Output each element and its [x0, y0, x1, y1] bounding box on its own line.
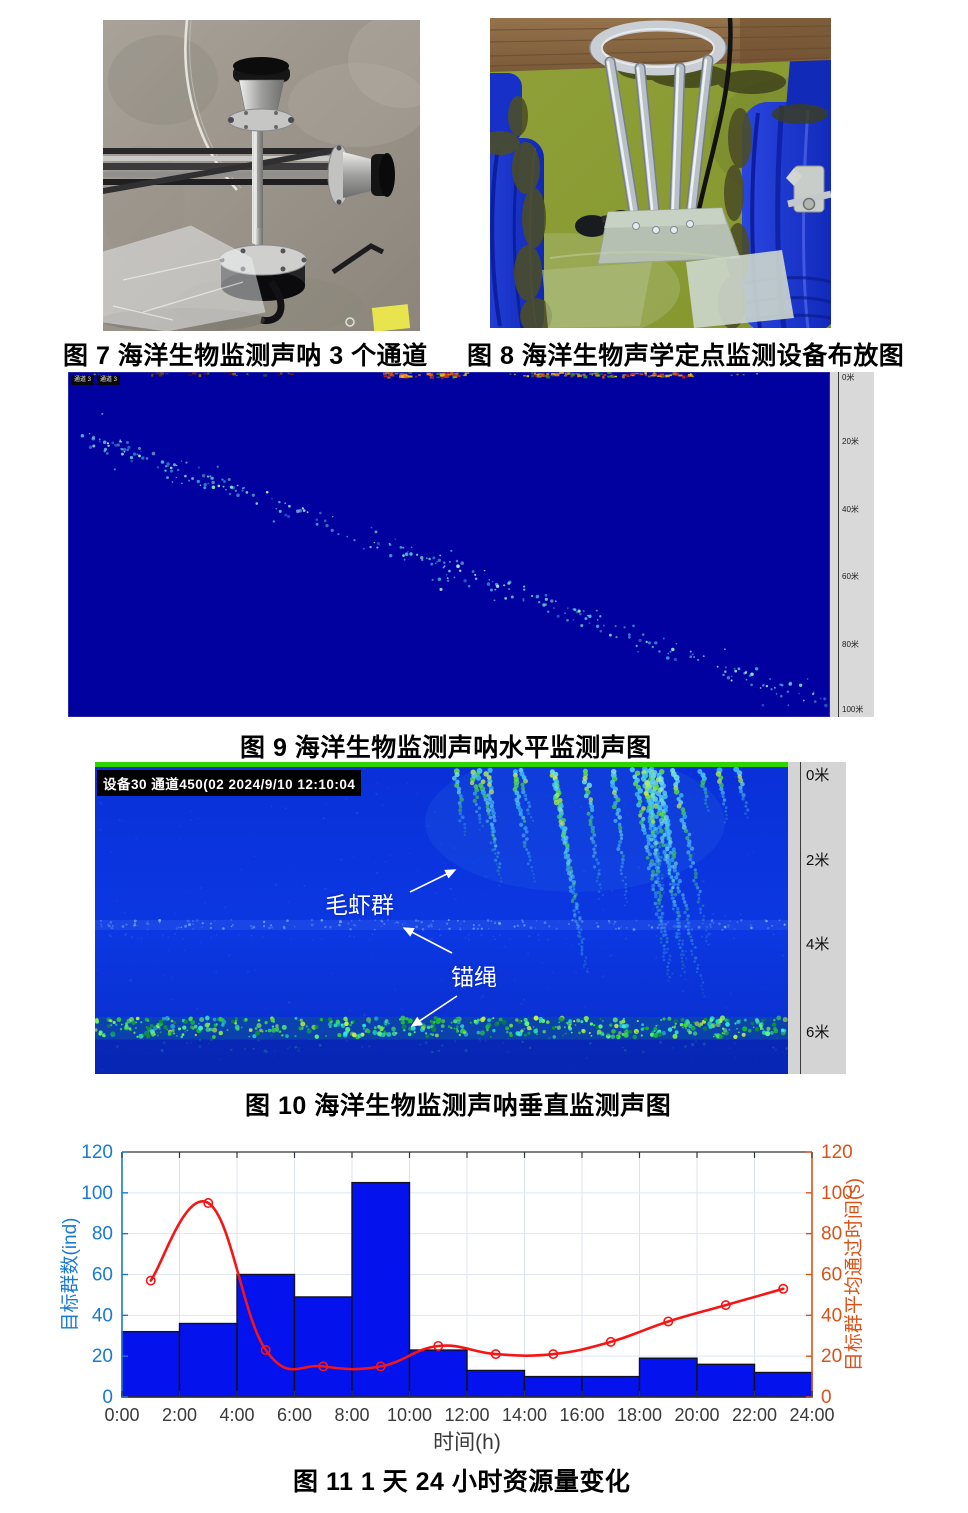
svg-text:目标群数(ind): 目标群数(ind) [60, 1217, 81, 1331]
svg-text:80: 80 [92, 1224, 113, 1245]
chart-axes [121, 1151, 813, 1398]
annotation-arrows [402, 869, 458, 1027]
rope-echo-band [95, 920, 788, 930]
svg-text:22:00: 22:00 [732, 1405, 777, 1425]
shrimp-swarm-streaks [425, 762, 750, 998]
surface-noise-band [93, 372, 759, 380]
svg-text:0:00: 0:00 [104, 1405, 139, 1425]
channel-tab: 通道 3 [97, 375, 121, 385]
resource-chart: 0:00 2:00 4:00 6:00 8:00 10:00 12:00 14:00 16:00… [60, 1142, 865, 1454]
fig10-echogram-canvas [95, 762, 788, 1074]
frame-tubes [604, 54, 714, 236]
depth-label: 80米 [842, 640, 859, 649]
svg-text:目标群平均通过时间(s): 目标群平均通过时间(s) [843, 1178, 865, 1371]
svg-text:20: 20 [821, 1346, 842, 1367]
svg-text:120: 120 [81, 1142, 113, 1163]
caption-fig10: 图 10 海洋生物监测声呐垂直监测声图 [245, 1092, 672, 1120]
depth-label: 0米 [806, 767, 830, 784]
depth-label: 20米 [842, 437, 859, 446]
channel-tabs: 通道 3 通道 3 [71, 375, 121, 385]
surface-line [95, 762, 788, 767]
caption-fig7: 图 7 海洋生物监测声呐 3 个通道 [63, 342, 428, 370]
svg-text:0: 0 [821, 1387, 832, 1408]
caption-fig9: 图 9 海洋生物监测声呐水平监测声图 [240, 734, 652, 762]
fig9-horizontal-echogram: 通道 3 通道 3 0米 20米 40米 60米 80米 100米 [68, 372, 874, 717]
svg-text:6:00: 6:00 [277, 1405, 312, 1425]
svg-text:14:00: 14:00 [502, 1405, 547, 1425]
bottom-rope-echo-dots [95, 1015, 788, 1054]
bottom-band-base [95, 1017, 788, 1039]
annotation-anchor-rope: 锚绳 [451, 964, 497, 990]
svg-text:4:00: 4:00 [219, 1405, 254, 1425]
svg-text:100: 100 [821, 1183, 853, 1204]
chart-labels: 0:00 2:00 4:00 6:00 8:00 10:00 12:00 14:00 16:00… [60, 1142, 865, 1454]
caption-fig11: 图 11 1 天 24 小时资源量变化 [293, 1468, 631, 1496]
svg-text:60: 60 [92, 1265, 113, 1286]
photo-fig8-deployment [490, 18, 831, 328]
depth-label: 60米 [842, 572, 859, 581]
line-series [145, 1198, 789, 1372]
depth-label: 40米 [842, 505, 859, 514]
device-channel-timestamp: 设备30 通道450(02 2024/9/10 12:10:04 [97, 770, 362, 796]
svg-text:120: 120 [821, 1142, 853, 1163]
svg-text:40: 40 [821, 1305, 842, 1326]
svg-text:20: 20 [92, 1346, 113, 1367]
svg-text:18:00: 18:00 [617, 1405, 662, 1425]
svg-text:24:00: 24:00 [789, 1405, 834, 1425]
bar-series [121, 1181, 813, 1398]
svg-text:8:00: 8:00 [334, 1405, 369, 1425]
svg-text:2:00: 2:00 [162, 1405, 197, 1425]
svg-text:100: 100 [81, 1183, 113, 1204]
depth-label: 2米 [806, 852, 830, 869]
diagonal-target-trail [80, 412, 828, 708]
depth-label: 0米 [842, 373, 855, 382]
fig9-depth-scale: 0米 20米 40米 60米 80米 100米 [830, 372, 874, 717]
svg-text:0: 0 [102, 1387, 113, 1408]
rope-echo-dots [100, 918, 786, 941]
fig10-depth-scale: 0米 2米 4米 6米 [788, 762, 846, 1074]
svg-text:60: 60 [821, 1265, 842, 1286]
svg-text:80: 80 [821, 1224, 842, 1245]
svg-text:12:00: 12:00 [444, 1405, 489, 1425]
below-bottom-shade [95, 1040, 788, 1074]
svg-text:40: 40 [92, 1305, 113, 1326]
depth-label: 4米 [806, 936, 830, 953]
photo-fig7-sonar-transducers [103, 20, 420, 331]
svg-text:20:00: 20:00 [674, 1405, 719, 1425]
annotation-shrimp-swarm: 毛虾群 [325, 892, 394, 918]
depth-label: 6米 [806, 1024, 830, 1041]
photo-fig7-art [103, 20, 420, 331]
caption-fig8: 图 8 海洋生物声学定点监测设备布放图 [467, 342, 905, 370]
photo-fig8-art [490, 18, 831, 328]
chart-grid [122, 1152, 812, 1397]
fig10-vertical-echogram: 设备30 通道450(02 2024/9/10 12:10:04 毛虾群 锚绳 … [95, 762, 846, 1074]
fig9-echogram-canvas [68, 372, 830, 717]
svg-text:10:00: 10:00 [387, 1405, 432, 1425]
svg-text:时间(h): 时间(h) [433, 1431, 501, 1454]
depth-label: 100米 [842, 705, 864, 714]
channel-tab: 通道 3 [71, 375, 95, 385]
svg-text:16:00: 16:00 [559, 1405, 604, 1425]
